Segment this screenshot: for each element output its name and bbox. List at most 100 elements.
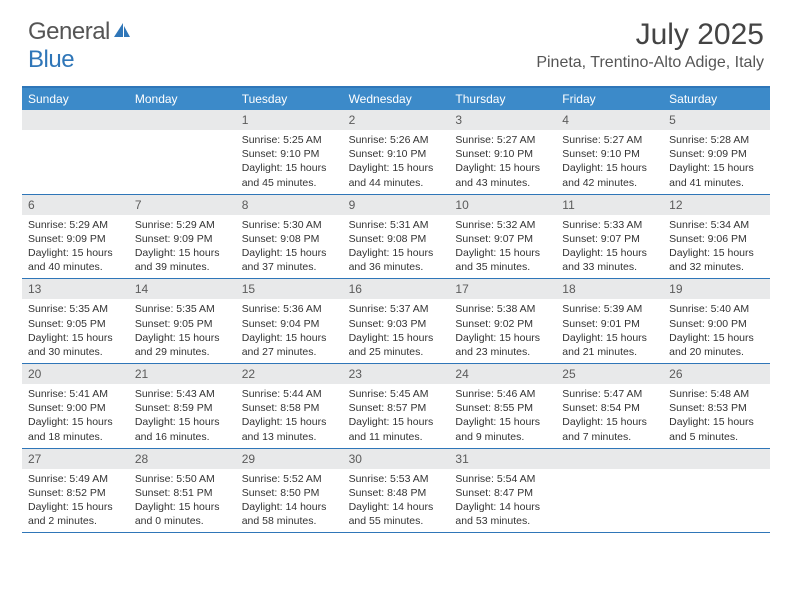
weekday-header: Friday — [556, 88, 663, 110]
weekday-header: Wednesday — [343, 88, 450, 110]
calendar-day-cell — [22, 110, 129, 194]
day-details: Sunrise: 5:34 AMSunset: 9:06 PMDaylight:… — [663, 215, 770, 279]
calendar-day-cell: 10Sunrise: 5:32 AMSunset: 9:07 PMDayligh… — [449, 195, 556, 279]
day-number: 10 — [449, 195, 556, 215]
day-number — [556, 449, 663, 469]
calendar-day-cell: 16Sunrise: 5:37 AMSunset: 9:03 PMDayligh… — [343, 279, 450, 363]
calendar-day-cell — [129, 110, 236, 194]
weekday-header: Saturday — [663, 88, 770, 110]
day-number: 12 — [663, 195, 770, 215]
calendar-day-cell: 4Sunrise: 5:27 AMSunset: 9:10 PMDaylight… — [556, 110, 663, 194]
day-number: 4 — [556, 110, 663, 130]
day-details: Sunrise: 5:39 AMSunset: 9:01 PMDaylight:… — [556, 299, 663, 363]
calendar-day-cell: 11Sunrise: 5:33 AMSunset: 9:07 PMDayligh… — [556, 195, 663, 279]
day-number: 3 — [449, 110, 556, 130]
day-details: Sunrise: 5:29 AMSunset: 9:09 PMDaylight:… — [129, 215, 236, 279]
calendar-day-cell: 25Sunrise: 5:47 AMSunset: 8:54 PMDayligh… — [556, 364, 663, 448]
brand-part2: Blue — [28, 46, 74, 73]
calendar-day-cell: 20Sunrise: 5:41 AMSunset: 9:00 PMDayligh… — [22, 364, 129, 448]
calendar-day-cell: 18Sunrise: 5:39 AMSunset: 9:01 PMDayligh… — [556, 279, 663, 363]
day-details: Sunrise: 5:47 AMSunset: 8:54 PMDaylight:… — [556, 384, 663, 448]
day-number: 21 — [129, 364, 236, 384]
day-number: 25 — [556, 364, 663, 384]
calendar-day-cell: 17Sunrise: 5:38 AMSunset: 9:02 PMDayligh… — [449, 279, 556, 363]
day-details: Sunrise: 5:26 AMSunset: 9:10 PMDaylight:… — [343, 130, 450, 194]
day-number: 2 — [343, 110, 450, 130]
brand-text: GeneralBlue — [28, 18, 132, 74]
location-text: Pineta, Trentino-Alto Adige, Italy — [536, 54, 764, 72]
day-number — [663, 449, 770, 469]
day-number: 1 — [236, 110, 343, 130]
day-details: Sunrise: 5:36 AMSunset: 9:04 PMDaylight:… — [236, 299, 343, 363]
day-number: 28 — [129, 449, 236, 469]
calendar-day-cell: 7Sunrise: 5:29 AMSunset: 9:09 PMDaylight… — [129, 195, 236, 279]
day-number: 29 — [236, 449, 343, 469]
day-details: Sunrise: 5:27 AMSunset: 9:10 PMDaylight:… — [556, 130, 663, 194]
day-number — [22, 110, 129, 130]
day-details: Sunrise: 5:35 AMSunset: 9:05 PMDaylight:… — [22, 299, 129, 363]
calendar-week-row: 27Sunrise: 5:49 AMSunset: 8:52 PMDayligh… — [22, 449, 770, 534]
brand-part1: General — [28, 18, 110, 45]
day-details: Sunrise: 5:28 AMSunset: 9:09 PMDaylight:… — [663, 130, 770, 194]
calendar-day-cell: 24Sunrise: 5:46 AMSunset: 8:55 PMDayligh… — [449, 364, 556, 448]
day-number: 14 — [129, 279, 236, 299]
calendar-week-row: 1Sunrise: 5:25 AMSunset: 9:10 PMDaylight… — [22, 110, 770, 195]
month-title: July 2025 — [536, 18, 764, 52]
calendar-day-cell: 9Sunrise: 5:31 AMSunset: 9:08 PMDaylight… — [343, 195, 450, 279]
day-number: 13 — [22, 279, 129, 299]
calendar-day-cell: 28Sunrise: 5:50 AMSunset: 8:51 PMDayligh… — [129, 449, 236, 533]
day-number: 22 — [236, 364, 343, 384]
day-number: 19 — [663, 279, 770, 299]
day-details: Sunrise: 5:43 AMSunset: 8:59 PMDaylight:… — [129, 384, 236, 448]
calendar-day-cell: 1Sunrise: 5:25 AMSunset: 9:10 PMDaylight… — [236, 110, 343, 194]
calendar-week-row: 20Sunrise: 5:41 AMSunset: 9:00 PMDayligh… — [22, 364, 770, 449]
calendar-day-cell: 13Sunrise: 5:35 AMSunset: 9:05 PMDayligh… — [22, 279, 129, 363]
day-number: 24 — [449, 364, 556, 384]
calendar-day-cell: 5Sunrise: 5:28 AMSunset: 9:09 PMDaylight… — [663, 110, 770, 194]
day-details: Sunrise: 5:40 AMSunset: 9:00 PMDaylight:… — [663, 299, 770, 363]
calendar-day-cell: 6Sunrise: 5:29 AMSunset: 9:09 PMDaylight… — [22, 195, 129, 279]
calendar-week-row: 6Sunrise: 5:29 AMSunset: 9:09 PMDaylight… — [22, 195, 770, 280]
calendar-day-cell: 22Sunrise: 5:44 AMSunset: 8:58 PMDayligh… — [236, 364, 343, 448]
day-number: 8 — [236, 195, 343, 215]
calendar-day-cell: 26Sunrise: 5:48 AMSunset: 8:53 PMDayligh… — [663, 364, 770, 448]
calendar-day-cell: 21Sunrise: 5:43 AMSunset: 8:59 PMDayligh… — [129, 364, 236, 448]
day-details: Sunrise: 5:49 AMSunset: 8:52 PMDaylight:… — [22, 469, 129, 533]
weekday-header: Sunday — [22, 88, 129, 110]
day-number: 9 — [343, 195, 450, 215]
weeks-container: 1Sunrise: 5:25 AMSunset: 9:10 PMDaylight… — [22, 110, 770, 533]
day-number: 15 — [236, 279, 343, 299]
day-details: Sunrise: 5:54 AMSunset: 8:47 PMDaylight:… — [449, 469, 556, 533]
day-number: 31 — [449, 449, 556, 469]
weekday-header: Thursday — [449, 88, 556, 110]
day-number: 16 — [343, 279, 450, 299]
day-number: 5 — [663, 110, 770, 130]
calendar-day-cell: 27Sunrise: 5:49 AMSunset: 8:52 PMDayligh… — [22, 449, 129, 533]
day-details: Sunrise: 5:53 AMSunset: 8:48 PMDaylight:… — [343, 469, 450, 533]
weekday-header-row: Sunday Monday Tuesday Wednesday Thursday… — [22, 88, 770, 110]
day-details: Sunrise: 5:48 AMSunset: 8:53 PMDaylight:… — [663, 384, 770, 448]
day-details: Sunrise: 5:25 AMSunset: 9:10 PMDaylight:… — [236, 130, 343, 194]
calendar-day-cell: 2Sunrise: 5:26 AMSunset: 9:10 PMDaylight… — [343, 110, 450, 194]
calendar-day-cell: 8Sunrise: 5:30 AMSunset: 9:08 PMDaylight… — [236, 195, 343, 279]
day-details: Sunrise: 5:45 AMSunset: 8:57 PMDaylight:… — [343, 384, 450, 448]
day-details: Sunrise: 5:27 AMSunset: 9:10 PMDaylight:… — [449, 130, 556, 194]
calendar-day-cell — [556, 449, 663, 533]
title-block: July 2025 Pineta, Trentino-Alto Adige, I… — [536, 18, 764, 72]
weekday-header: Monday — [129, 88, 236, 110]
calendar-grid: Sunday Monday Tuesday Wednesday Thursday… — [22, 86, 770, 533]
calendar-day-cell: 19Sunrise: 5:40 AMSunset: 9:00 PMDayligh… — [663, 279, 770, 363]
brand-sail-icon — [112, 18, 132, 46]
day-number: 18 — [556, 279, 663, 299]
day-details: Sunrise: 5:37 AMSunset: 9:03 PMDaylight:… — [343, 299, 450, 363]
day-details: Sunrise: 5:32 AMSunset: 9:07 PMDaylight:… — [449, 215, 556, 279]
day-details: Sunrise: 5:30 AMSunset: 9:08 PMDaylight:… — [236, 215, 343, 279]
calendar-day-cell: 29Sunrise: 5:52 AMSunset: 8:50 PMDayligh… — [236, 449, 343, 533]
day-details: Sunrise: 5:46 AMSunset: 8:55 PMDaylight:… — [449, 384, 556, 448]
day-details: Sunrise: 5:29 AMSunset: 9:09 PMDaylight:… — [22, 215, 129, 279]
calendar-day-cell: 31Sunrise: 5:54 AMSunset: 8:47 PMDayligh… — [449, 449, 556, 533]
day-details: Sunrise: 5:41 AMSunset: 9:00 PMDaylight:… — [22, 384, 129, 448]
day-number: 26 — [663, 364, 770, 384]
day-number: 20 — [22, 364, 129, 384]
calendar-day-cell: 30Sunrise: 5:53 AMSunset: 8:48 PMDayligh… — [343, 449, 450, 533]
